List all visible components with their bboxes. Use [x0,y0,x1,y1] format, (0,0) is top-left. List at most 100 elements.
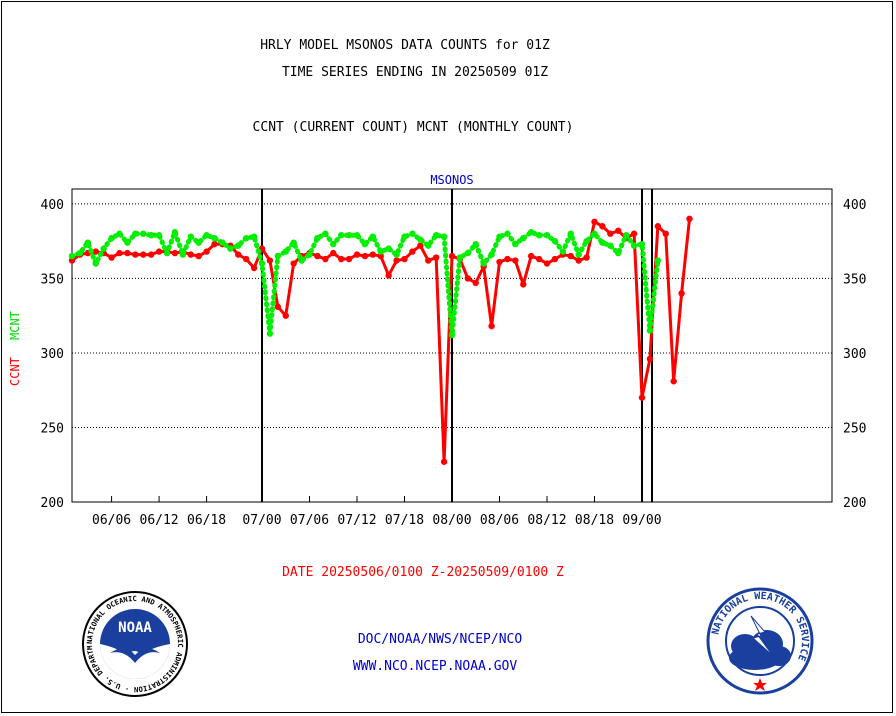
data-point-ccnt [646,355,654,363]
data-point-mcnt [290,239,297,246]
y-tick-label-left: 350 [41,272,64,287]
data-point-ccnt [385,272,392,279]
data-point-ccnt [654,223,662,230]
x-tick-label: 08/00 [432,513,471,528]
data-point-ccnt [409,248,416,255]
data-point-ccnt [314,252,321,260]
data-point-ccnt [250,264,258,272]
data-point-mcnt [314,234,321,242]
data-point-ccnt [353,251,361,258]
data-point-mcnt [100,245,107,252]
data-point-ccnt [155,248,163,255]
series-line-mcnt [69,229,661,338]
x-tick-label: 07/12 [337,513,376,528]
data-point-mcnt [179,251,187,258]
chart-title-line-2: TIME SERIES ENDING IN 20250509 01Z [281,65,549,80]
data-point-mcnt [219,239,226,246]
data-point-ccnt [393,257,400,264]
data-point-ccnt [369,251,377,258]
data-point-mcnt [282,248,289,255]
data-point-mcnt [250,233,258,240]
data-point-mcnt [504,230,511,237]
data-point-ccnt [282,312,289,319]
data-point-mcnt [527,229,535,236]
data-point-mcnt [385,245,392,252]
data-point-mcnt [551,237,559,245]
chart-title-line-1: HRLY MODEL MSONOS DATA COUNTS for 01Z [260,38,550,53]
data-point-ccnt [147,251,155,258]
panel-label: MSONOS [430,173,473,187]
data-point-ccnt [551,255,559,263]
data-point-ccnt [535,255,543,263]
data-point-ccnt [187,251,194,258]
data-point-mcnt [456,254,464,261]
chart-subtitle: CCNT (CURRENT COUNT) MCNT (MONTHLY COUNT… [252,120,574,135]
x-tick-label: 07/06 [290,513,329,528]
data-point-mcnt [401,233,408,240]
data-point-ccnt [488,322,495,330]
x-tick-label: 06/12 [140,513,179,528]
data-point-mcnt [638,240,646,248]
data-point-ccnt [607,230,614,237]
data-point-mcnt [646,327,654,334]
data-point-mcnt [171,229,179,236]
footer-url: WWW.NCO.NCEP.NOAA.GOV [352,659,518,674]
data-point-ccnt [274,303,282,310]
data-point-mcnt [622,232,630,239]
data-point-mcnt [92,260,99,267]
data-point-ccnt [464,275,472,282]
data-point-mcnt [615,249,622,257]
data-point-ccnt [108,254,115,261]
data-point-mcnt [630,242,638,249]
data-point-mcnt [68,252,76,260]
y-axis-label-ccnt: CCNT [8,357,22,386]
data-point-ccnt [195,252,202,260]
y-axis-label-mcnt: MCNT [8,311,22,340]
data-point-ccnt [575,257,582,264]
data-point-ccnt [425,257,432,264]
data-point-ccnt [266,257,274,264]
y-tick-label-right: 350 [843,272,866,287]
data-point-ccnt [432,254,440,261]
x-tick-label: 08/12 [527,513,566,528]
data-point-ccnt [638,394,646,401]
data-point-ccnt [615,227,622,234]
data-point-mcnt [258,260,266,267]
data-point-ccnt [330,249,337,257]
data-point-mcnt [417,236,424,243]
y-tick-label-right: 250 [843,421,866,436]
data-point-mcnt [203,232,210,239]
data-point-ccnt [116,249,123,257]
data-point-ccnt [211,240,218,248]
y-tick-label-left: 400 [41,198,64,213]
data-point-mcnt [583,237,590,245]
data-point-mcnt [575,251,582,258]
data-point-ccnt [140,251,147,258]
data-point-mcnt [306,251,313,258]
data-point-mcnt [163,249,171,257]
data-point-ccnt [132,251,139,258]
x-tick-label: 07/18 [385,513,424,528]
data-point-ccnt [512,257,519,264]
data-point-ccnt [686,215,693,223]
y-tick-label-right: 200 [843,496,866,511]
data-point-mcnt [147,232,155,239]
data-point-mcnt [425,242,432,249]
data-point-ccnt [630,230,638,237]
data-point-mcnt [227,245,234,252]
data-point-ccnt [440,458,448,465]
data-point-mcnt [187,233,194,240]
y-tick-label-right: 300 [843,347,866,362]
data-point-ccnt [678,290,685,297]
data-point-ccnt [337,255,345,263]
data-point-mcnt [432,232,440,239]
data-point-ccnt [670,378,677,385]
data-point-ccnt [543,260,551,267]
footer-agency: DOC/NOAA/NWS/NCEP/NCO [357,632,523,647]
data-point-mcnt [591,230,598,237]
x-tick-label: 07/00 [242,513,281,528]
data-point-mcnt [274,252,282,260]
data-point-mcnt [116,230,123,237]
data-point-mcnt [488,251,495,258]
